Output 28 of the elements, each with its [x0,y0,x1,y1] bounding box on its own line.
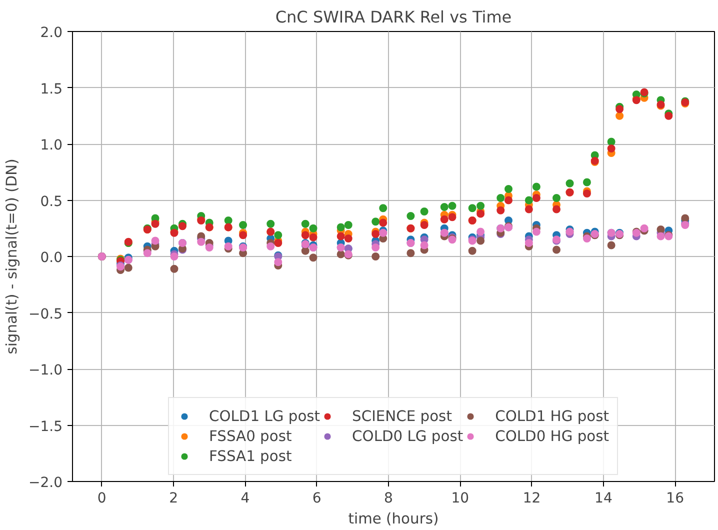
legend-label: FSSA0 post [209,428,292,444]
legend-label: SCIENCE post [352,408,452,424]
legend-label: FSSA1 post [209,448,292,464]
y-tick-label: 1.5 [40,81,62,98]
y-tick-label: −1.5 [28,418,63,435]
y-axis-title: signal(t) - signal(t=0) (DN) [4,158,21,354]
legend-label: COLD0 LG post [352,428,464,444]
x-tick-label: 8 [384,490,393,506]
y-tick-label: 1.0 [40,138,62,154]
y-tick-label: 0.5 [40,194,62,210]
y-tick-label: 2.0 [40,25,62,41]
x-tick-label: 12 [522,490,541,506]
x-tick-label: 6 [312,490,322,506]
legend-label: COLD1 LG post [209,408,320,424]
y-tick-label: −1.0 [28,362,63,378]
legend-label: COLD1 HG post [495,408,609,424]
y-tick-label: −2.0 [28,475,63,491]
x-tick-label: 10 [451,490,470,506]
x-tick-label: 14 [594,490,612,506]
x-tick-label: 2 [169,490,178,506]
x-axis-title: time (hours) [348,510,439,528]
x-tick-label: 4 [240,490,250,506]
chart-title: CnC SWIRA DARK Rel vs Time [275,8,512,26]
y-tick-label: 0.0 [40,250,62,266]
y-tick-label: −0.5 [28,306,63,322]
legend-label: COLD0 HG post [495,428,609,444]
x-tick-label: 16 [666,490,684,506]
x-tick-label: 0 [97,490,106,506]
